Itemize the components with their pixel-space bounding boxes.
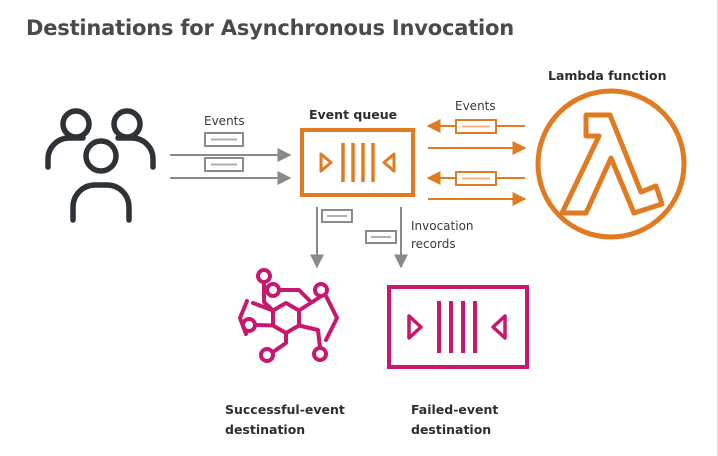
record-message-icon xyxy=(321,209,353,223)
lambda-function-label: Lambda function xyxy=(548,68,667,83)
event-bus-icon xyxy=(238,268,339,363)
failed-destination-label-line1: Failed-event xyxy=(411,402,499,417)
lambda-icon xyxy=(535,88,687,240)
record-message-icon xyxy=(365,230,397,244)
success-destination-label-line1: Successful-event xyxy=(225,402,345,417)
invocation-records-arrows xyxy=(310,207,408,269)
event-queue-icon xyxy=(300,128,415,197)
events-label-right: Events xyxy=(455,99,496,113)
event-message-icon xyxy=(455,119,497,134)
users-icon xyxy=(45,108,156,223)
events-arrows-left xyxy=(170,148,292,185)
event-message-icon xyxy=(455,171,497,186)
events-label-left: Events xyxy=(204,114,245,128)
diagram-title: Destinations for Asynchronous Invocation xyxy=(26,16,515,40)
invocation-records-label-line1: Invocation xyxy=(411,219,474,233)
failed-queue-icon xyxy=(387,285,529,369)
event-message-icon xyxy=(204,132,244,147)
success-destination-label-line2: destination xyxy=(225,422,306,437)
failed-destination-label-line2: destination xyxy=(411,422,492,437)
invocation-records-label-line2: records xyxy=(411,237,456,251)
event-message-icon xyxy=(204,157,244,172)
queue-lambda-arrows xyxy=(426,119,527,206)
event-queue-label: Event queue xyxy=(309,107,398,122)
